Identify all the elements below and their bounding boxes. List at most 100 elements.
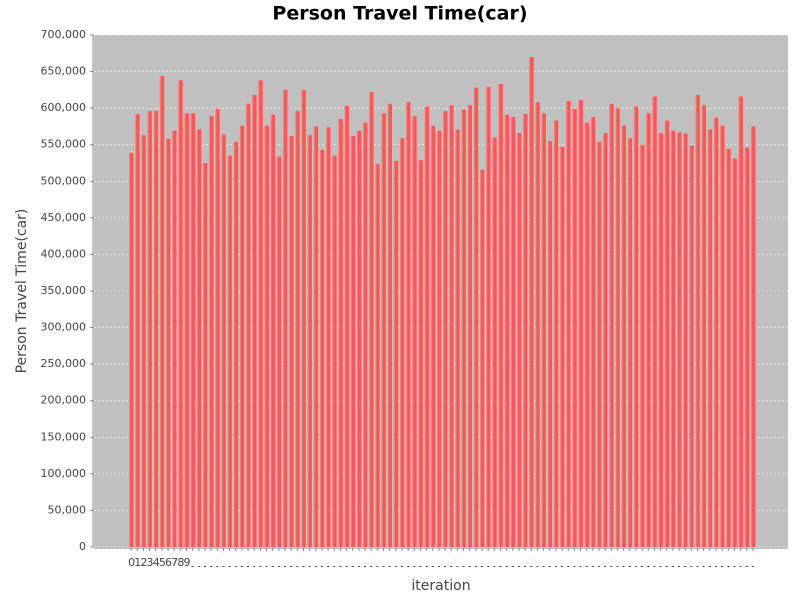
x-tick-ellipsis [197,566,200,567]
x-tick-ellipsis [456,566,459,567]
bar [270,114,275,548]
bar [307,135,312,547]
x-tick-ellipsis [376,566,379,567]
bar [399,138,405,548]
bar [190,113,195,548]
x-tick-ellipsis [542,566,545,567]
x-tick-ellipsis [610,566,613,567]
bar [251,94,257,547]
x-tick-ellipsis [320,566,323,567]
x-tick-ellipsis [671,566,674,567]
bar [295,111,300,547]
bar [695,94,700,547]
bar [245,103,251,548]
bar [504,114,509,548]
x-tick-ellipsis [302,566,305,567]
x-tick-ellipsis [333,566,336,567]
bar [375,163,380,547]
bar [147,111,152,547]
bar [159,75,165,548]
bar [522,113,528,547]
x-tick-ellipsis [579,566,582,567]
bar [738,96,743,547]
x-tick-ellipsis [530,566,533,567]
x-tick-ellipsis [247,566,250,567]
bar [387,103,392,548]
bar [344,105,349,547]
x-tick-ellipsis [431,566,434,567]
y-tick-label: 650,000 [41,65,87,78]
bar [492,137,497,547]
x-tick-ellipsis [511,566,514,567]
y-tick-label: 100,000 [41,467,87,480]
x-tick-ellipsis [284,566,286,567]
x-tick-ellipsis [222,566,225,567]
x-tick-ellipsis [751,566,754,567]
x-tick-ellipsis [567,566,570,567]
x-tick-ellipsis [727,566,730,567]
bar [393,160,399,547]
x-tick-ellipsis [400,566,403,567]
x-tick-ellipsis [345,566,348,567]
bar [171,130,177,547]
bar [350,135,356,548]
x-tick-ellipsis [598,566,600,567]
x-tick-ellipsis [388,566,391,567]
x-tick-ellipsis [450,566,453,567]
x-tick-ellipsis [524,566,527,567]
bar [301,89,306,547]
bar [467,105,473,548]
x-tick-ellipsis [253,566,256,567]
bar [461,109,466,547]
x-tick-ellipsis [308,566,311,567]
x-tick-ellipsis [203,566,206,567]
bar [313,126,319,547]
x-tick-ellipsis [622,566,625,567]
bar [750,126,756,547]
bar [368,92,374,548]
x-tick-ellipsis [548,566,551,567]
y-tick-label: 200,000 [41,394,87,407]
x-tick-ellipsis [561,566,564,567]
x-tick-ellipsis [364,566,367,567]
bar [362,122,368,548]
bar [282,89,288,547]
x-tick-ellipsis [708,566,711,567]
bar [664,120,670,547]
bar [473,87,479,548]
y-tick-label: 250,000 [41,357,87,370]
x-tick-label: 1 [134,556,140,569]
y-tick-label: 150,000 [41,430,87,443]
bar [559,146,565,547]
x-tick-ellipsis [616,566,619,567]
x-tick-ellipsis [554,566,557,567]
x-tick-ellipsis [604,566,607,567]
bar [319,149,325,547]
bar [448,105,454,548]
y-tick-label: 700,000 [41,28,87,41]
x-tick-ellipsis [290,566,293,567]
bar [356,130,362,547]
x-tick-ellipsis [370,566,373,567]
bar [535,102,540,547]
x-tick-ellipsis [517,566,520,567]
bar [621,125,626,547]
x-tick-ellipsis [468,566,471,567]
bar [725,149,731,548]
x-tick-ellipsis [641,566,644,567]
bar [128,152,134,547]
bar [498,84,503,548]
bar [547,141,553,548]
x-tick-ellipsis [481,566,484,567]
chart-title: Person Travel Time(car) [272,3,527,25]
bar [510,116,516,548]
x-tick-ellipsis [665,566,668,567]
bar [652,96,657,547]
bar [430,125,436,547]
bar [553,120,559,547]
bar [221,134,226,547]
bar [713,117,719,547]
x-tick-ellipsis [647,566,650,567]
x-tick-ellipsis [327,566,330,567]
bar [178,80,183,547]
